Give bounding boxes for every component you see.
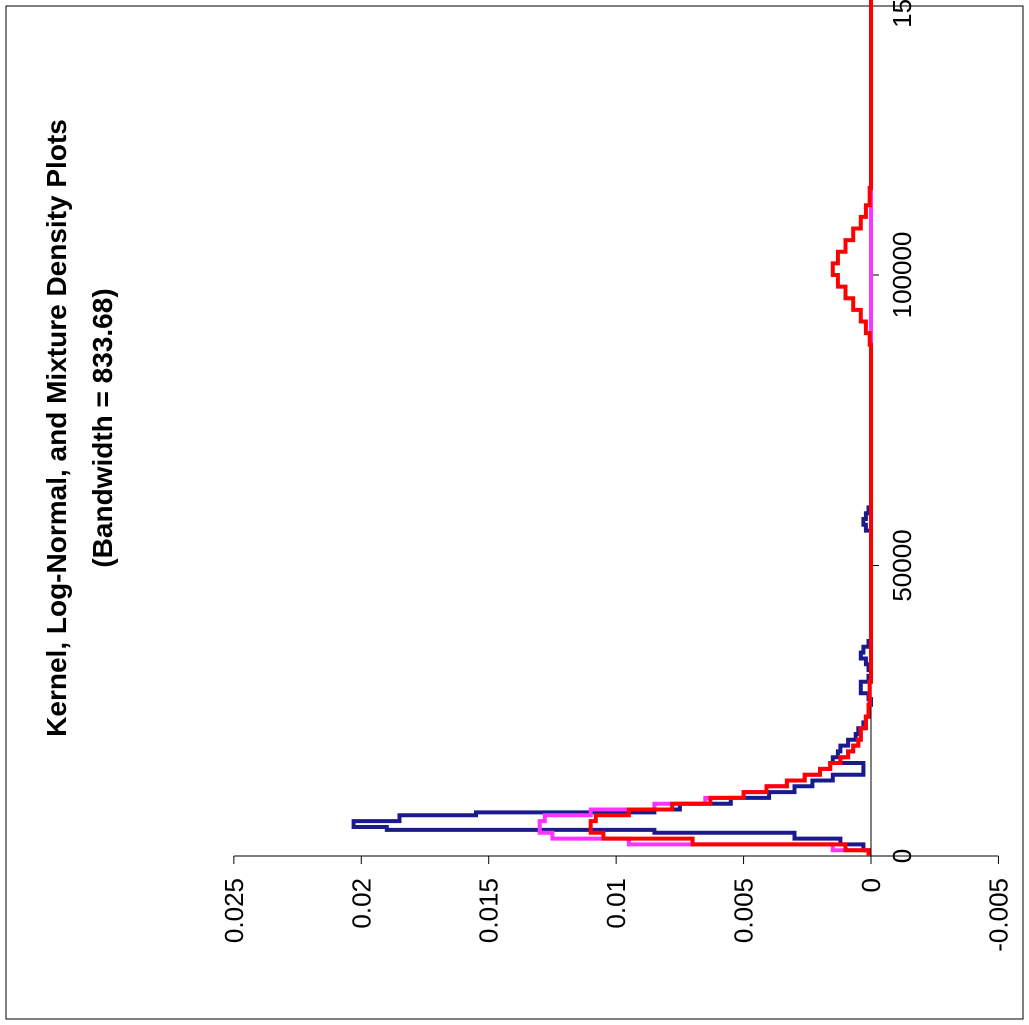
series-3-line	[588, 0, 873, 856]
y-tick-label: -0.005	[983, 878, 1013, 952]
y-tick-label: 0.015	[474, 878, 504, 943]
x-tick-label: 50000	[887, 529, 917, 601]
y-tick-label: 0.01	[601, 878, 631, 929]
x-axis-ticks: 0 50000 100000 150000	[871, 0, 917, 863]
y-tick-label: 0.005	[729, 878, 759, 943]
y-tick-label: 0.02	[346, 878, 376, 929]
x-tick-label: 100000	[887, 232, 917, 319]
chart-title-group: Kernel, Log-Normal, and Mixture Density …	[41, 119, 118, 737]
x-tick-label: 0	[887, 849, 917, 863]
x-tick-label: 150000	[887, 0, 917, 28]
y-tick-label: 0.025	[219, 878, 249, 943]
y-tick-label: 0	[856, 878, 886, 892]
series-1-line	[351, 0, 873, 856]
chart-subtitle: (Bandwidth = 833.68)	[87, 288, 118, 567]
chart-title: Kernel, Log-Normal, and Mixture Density …	[41, 119, 72, 737]
series-layer	[351, 0, 873, 856]
y-axis-ticks: -0.005 0 0.005 0.01 0.015 0.02 0.025	[219, 856, 1013, 952]
